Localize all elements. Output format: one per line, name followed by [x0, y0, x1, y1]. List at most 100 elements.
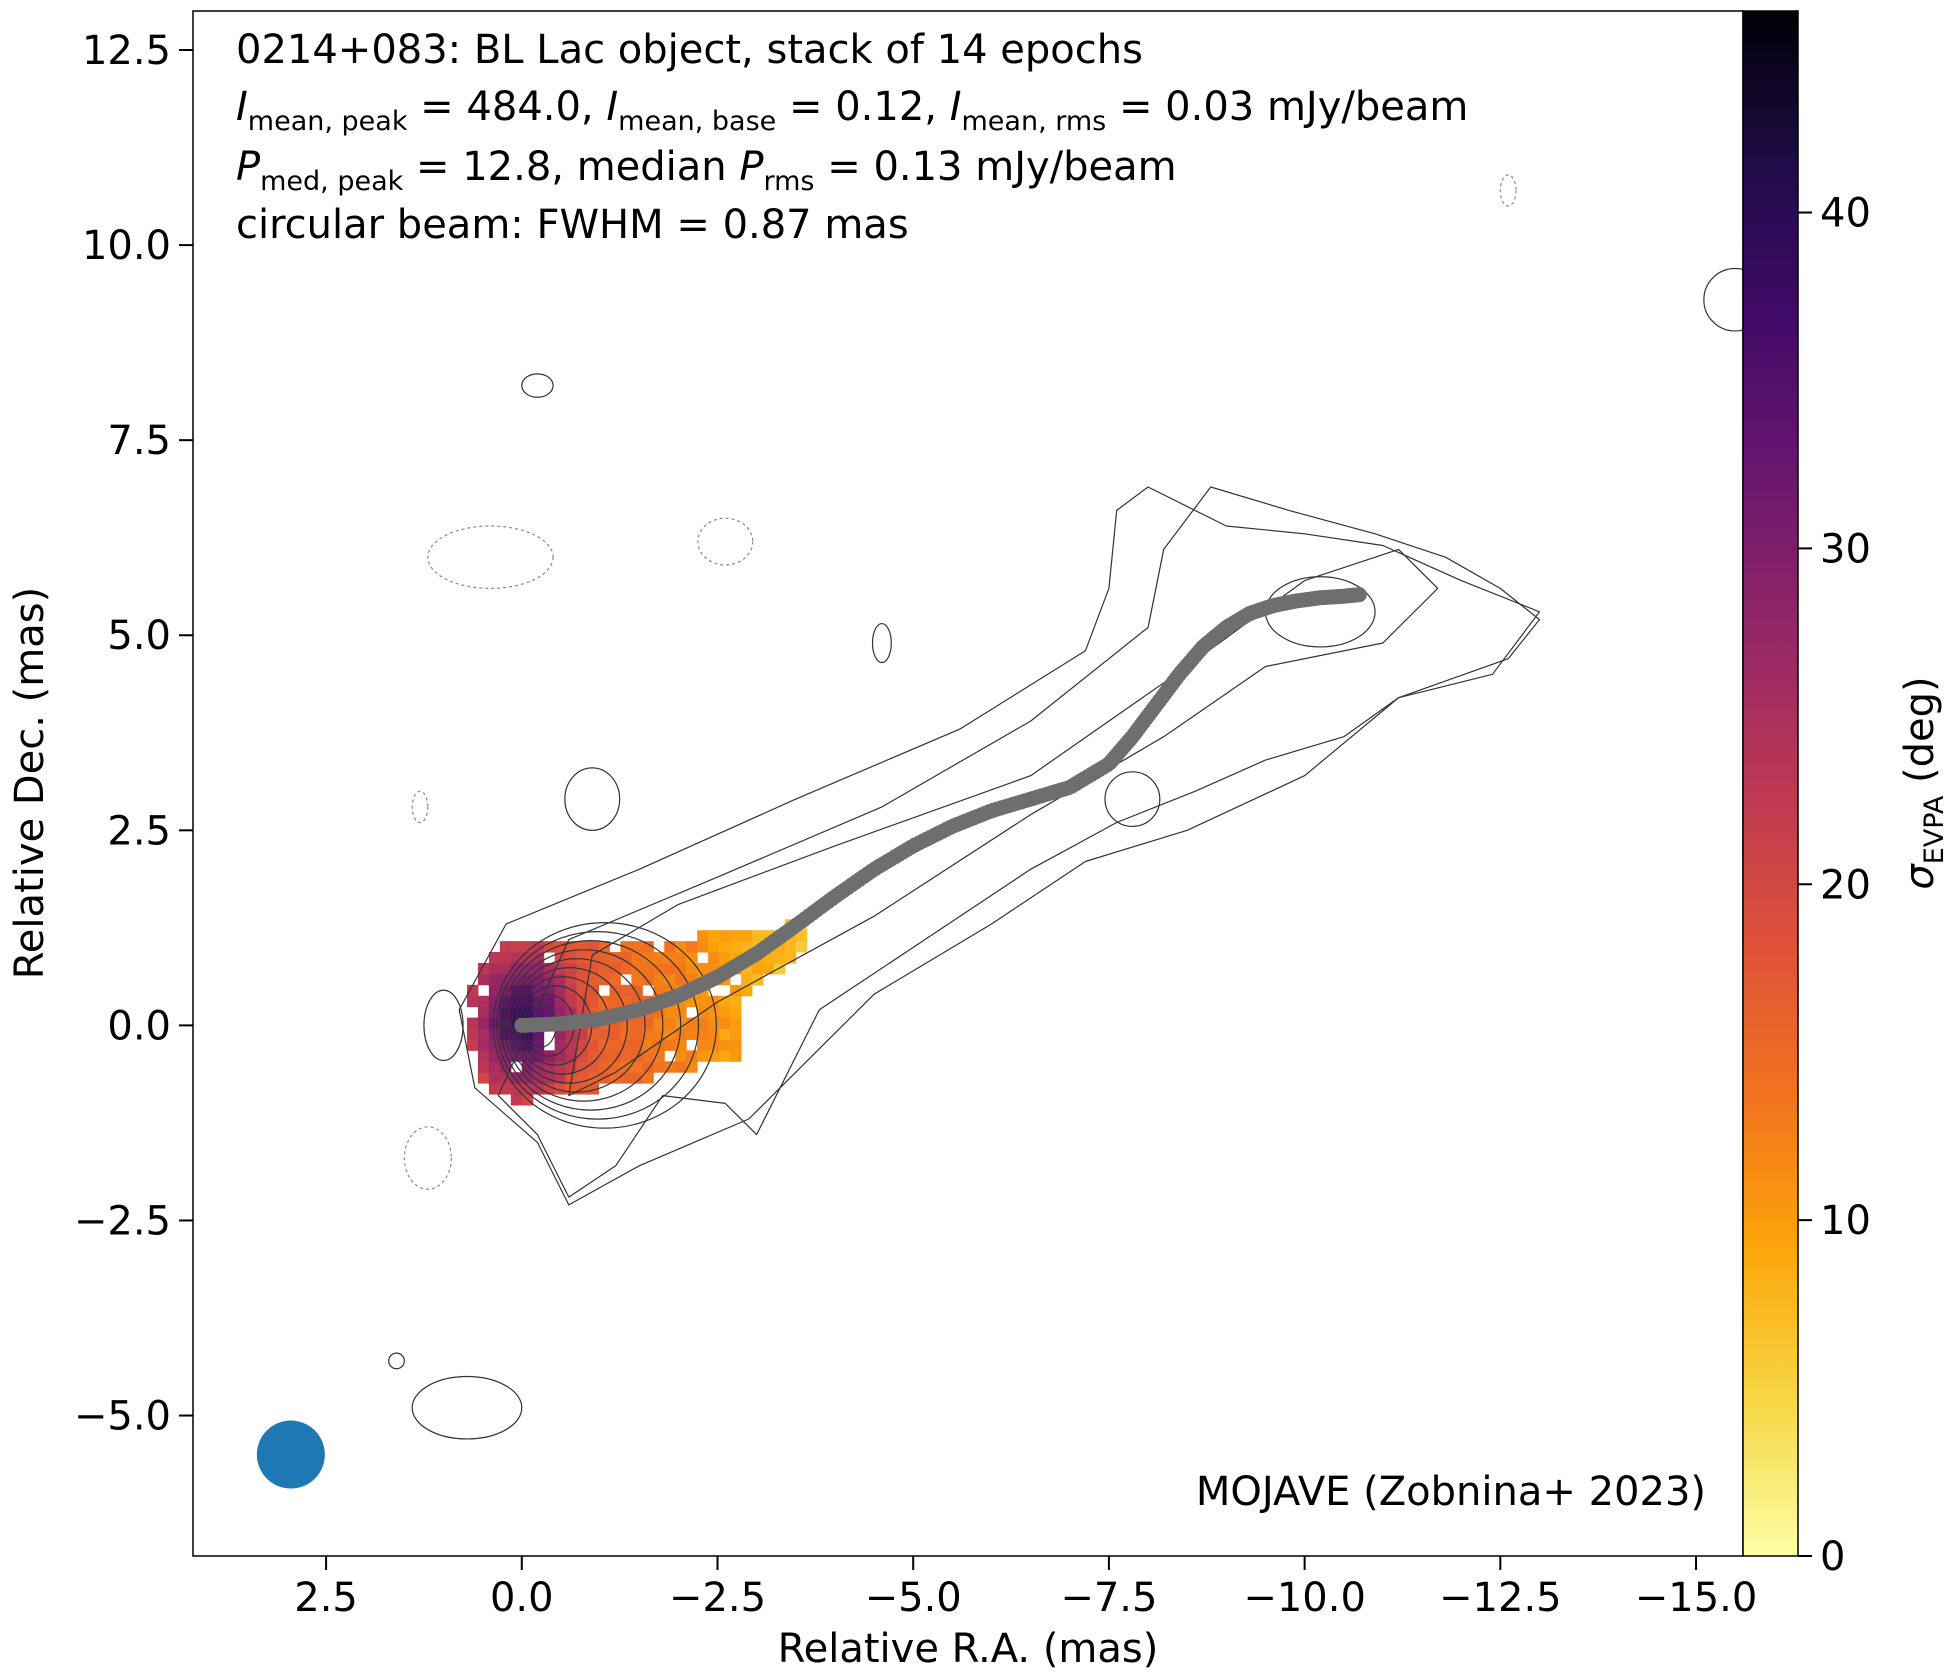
polarization-pixel [730, 941, 742, 953]
polarization-pixel [675, 1006, 687, 1019]
polarization-pixel [675, 952, 687, 964]
polarization-pixel [609, 973, 621, 986]
polarization-pixel [740, 962, 753, 975]
colorbar-ticks: 0 10 20 30 40 [1798, 191, 1871, 1580]
polarization-pixel [510, 1039, 523, 1051]
polarization-pixel [664, 1061, 676, 1073]
contour-isolated-level [871, 622, 892, 664]
polarization-pixel [609, 1061, 621, 1073]
polarization-pixel [587, 952, 600, 964]
polarization-pixel [488, 973, 501, 986]
polarization-pixel [477, 973, 490, 986]
polarization-pixel [477, 1028, 490, 1040]
polarization-pixel [488, 1039, 501, 1051]
polarization-pixel [697, 1017, 709, 1030]
polarization-pixel [675, 1039, 687, 1051]
polarization-pixel [708, 930, 720, 942]
polarization-pixel [477, 1072, 490, 1084]
polarization-pixel [620, 1017, 632, 1030]
polarization-pixel [488, 962, 501, 975]
colorbar-tick-label: 0 [1820, 1534, 1845, 1580]
polarization-pixel [653, 1006, 665, 1019]
polarization-pixel [708, 1028, 720, 1040]
y-tick-label: 7.5 [107, 418, 171, 464]
polarization-pixel [565, 973, 578, 986]
polarization-pixel [653, 1061, 665, 1073]
polarization-pixel [488, 984, 501, 997]
contour-negative-level [697, 517, 754, 566]
y-tick-label: 5.0 [107, 613, 171, 659]
polarization-pixel [631, 962, 643, 975]
polarization-pixel [609, 995, 621, 1008]
polarization-pixel [708, 952, 720, 964]
polarization-pixel [730, 1028, 742, 1040]
polarization-pixel [554, 984, 567, 997]
polarization-pixel [499, 984, 512, 997]
polarization-pixel [642, 952, 654, 964]
polarization-pixel [510, 984, 523, 997]
polarization-pixel [642, 1050, 654, 1062]
polarization-pixel [576, 1039, 589, 1051]
polarization-pixel [554, 995, 567, 1008]
polarization-pixel [730, 1006, 742, 1019]
polarization-pixel [565, 1028, 578, 1040]
polarization-pixel [466, 1017, 479, 1030]
info-line-1: 0214+083: BL Lac object, stack of 14 epo… [236, 27, 1143, 73]
polarization-pixel [543, 995, 556, 1008]
contour-core-level [500, 940, 682, 1111]
y-tick-label: −2.5 [74, 1198, 171, 1244]
contour-isolated-level [423, 989, 464, 1062]
polarization-pixel [784, 952, 797, 964]
polarization-pixel [521, 1083, 534, 1095]
polarization-pixel [543, 973, 556, 986]
polarization-pixel [708, 962, 720, 975]
polarization-pixel [598, 1061, 610, 1073]
credit-text: MOJAVE (Zobnina+ 2023) [1196, 1469, 1706, 1515]
polarization-pixel [664, 1017, 676, 1030]
polarization-pixel [719, 995, 731, 1008]
polarization-pixel [719, 930, 731, 942]
polarization-pixel [686, 962, 698, 975]
contour-negative-level [427, 525, 554, 590]
polarization-pixel [532, 1028, 545, 1040]
polarization-pixel [686, 941, 698, 953]
polarization-pixel [532, 941, 545, 953]
polarization-pixel [620, 952, 632, 964]
polarization-pixel [587, 1028, 600, 1040]
colorbar-tick-label: 30 [1820, 526, 1871, 572]
polarization-pixel [762, 952, 775, 964]
polarization-pixel [565, 1039, 578, 1051]
polarization-pixel [466, 995, 479, 1008]
polarization-pixel [686, 973, 698, 986]
polarization-pixel [565, 1061, 578, 1073]
polarization-pixel [620, 962, 632, 975]
polarization-pixel [719, 952, 731, 964]
polarization-pixel [587, 1006, 600, 1019]
info-line-4: circular beam: FWHM = 0.87 mas [236, 202, 909, 248]
polarization-pixel [521, 1039, 534, 1051]
polarization-pixel [620, 1061, 632, 1073]
polarization-pixel [773, 962, 786, 975]
y-tick-label: 10.0 [82, 223, 171, 269]
polarization-pixel [686, 1017, 698, 1030]
polarization-pixel [466, 1039, 479, 1051]
polarization-pixel [466, 984, 479, 997]
polarization-pixel [795, 930, 808, 942]
polarization-pixel [565, 984, 578, 997]
polarization-pixel [499, 941, 512, 953]
polarization-pixel [675, 973, 687, 986]
polarization-pixel [631, 973, 643, 986]
contour-isolated-level [564, 767, 621, 831]
polarization-pixel [653, 1028, 665, 1040]
x-tick-label: −7.5 [1060, 1575, 1157, 1621]
polarization-pixel [620, 995, 632, 1008]
polarization-pixel [521, 1061, 534, 1073]
polarization-pixel [499, 962, 512, 975]
polarization-pixel [675, 1050, 687, 1062]
polarization-pixel [697, 962, 709, 975]
polarization-pixel [719, 1050, 731, 1062]
polarization-pixel [620, 1072, 632, 1084]
colorbar-label: σEVPA (deg) [1897, 676, 1949, 889]
polarization-pixel [510, 1094, 523, 1106]
polarization-pixel [740, 984, 753, 997]
